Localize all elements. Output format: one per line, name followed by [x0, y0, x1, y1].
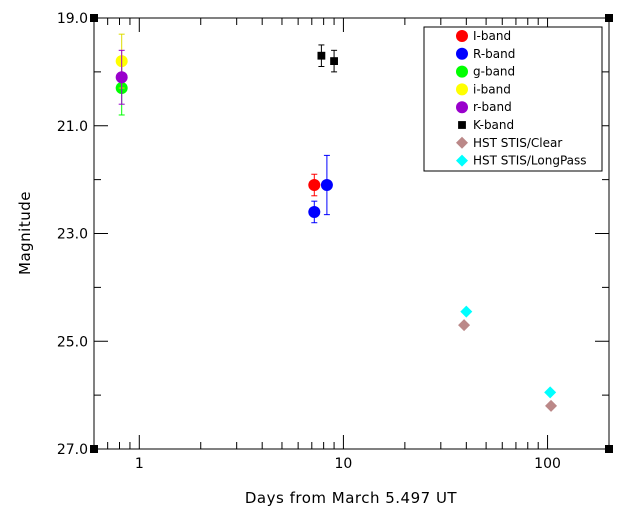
data-point: [308, 179, 321, 192]
data-point: [320, 179, 333, 192]
legend-marker: [456, 30, 468, 42]
data-point: [115, 71, 128, 84]
y-tick-labels: 19.0 21.0 23.0 25.0 27.0: [57, 11, 88, 458]
corner-marker: [605, 14, 613, 22]
data-marks: [115, 33, 558, 412]
corner-marker: [90, 445, 98, 453]
legend-marker: [456, 83, 468, 96]
data-point: [317, 51, 326, 60]
y-tick-label: 19.0: [57, 11, 88, 27]
y-tick-label: 25.0: [57, 334, 88, 350]
y-tick-label: 21.0: [57, 119, 88, 135]
data-point: [545, 399, 558, 412]
legend-marker: [458, 121, 466, 129]
corner-marks: [90, 14, 613, 453]
legend-label: I-band: [473, 29, 511, 43]
corner-marker: [605, 445, 613, 453]
legend-label: i-band: [473, 82, 511, 96]
legend-marker: [456, 47, 468, 60]
x-tick-label: 1: [135, 456, 144, 472]
legend-marker: [456, 65, 468, 78]
y-tick-label: 23.0: [57, 227, 88, 243]
legend-label: K-band: [473, 118, 514, 132]
data-point: [308, 205, 321, 218]
legend-marker: [456, 154, 468, 167]
legend-label: r-band: [473, 100, 512, 114]
corner-marker: [90, 14, 98, 22]
y-tick-label: 27.0: [57, 442, 88, 458]
x-tick-label: 10: [335, 456, 353, 472]
legend-label: HST STIS/LongPass: [473, 154, 587, 168]
legend-box: [423, 26, 603, 172]
legend: I-band R-band g-band i-band r-band K-band HST …: [423, 26, 603, 172]
data-point: [460, 305, 473, 318]
legend-marker: [456, 101, 468, 114]
legend-label: R-band: [473, 47, 515, 61]
data-point: [544, 386, 557, 399]
x-tick-labels: 1 10 100: [135, 456, 561, 472]
x-axis-title: Days from March 5.497 UT: [245, 489, 458, 507]
y-axis-title: Magnitude: [16, 191, 34, 275]
legend-label: HST STIS/Clear: [473, 136, 562, 150]
legend-label: g-band: [473, 65, 515, 79]
data-point: [458, 319, 471, 332]
x-tick-label: 100: [534, 456, 561, 472]
legend-marker: [456, 136, 468, 149]
data-point: [330, 57, 338, 65]
